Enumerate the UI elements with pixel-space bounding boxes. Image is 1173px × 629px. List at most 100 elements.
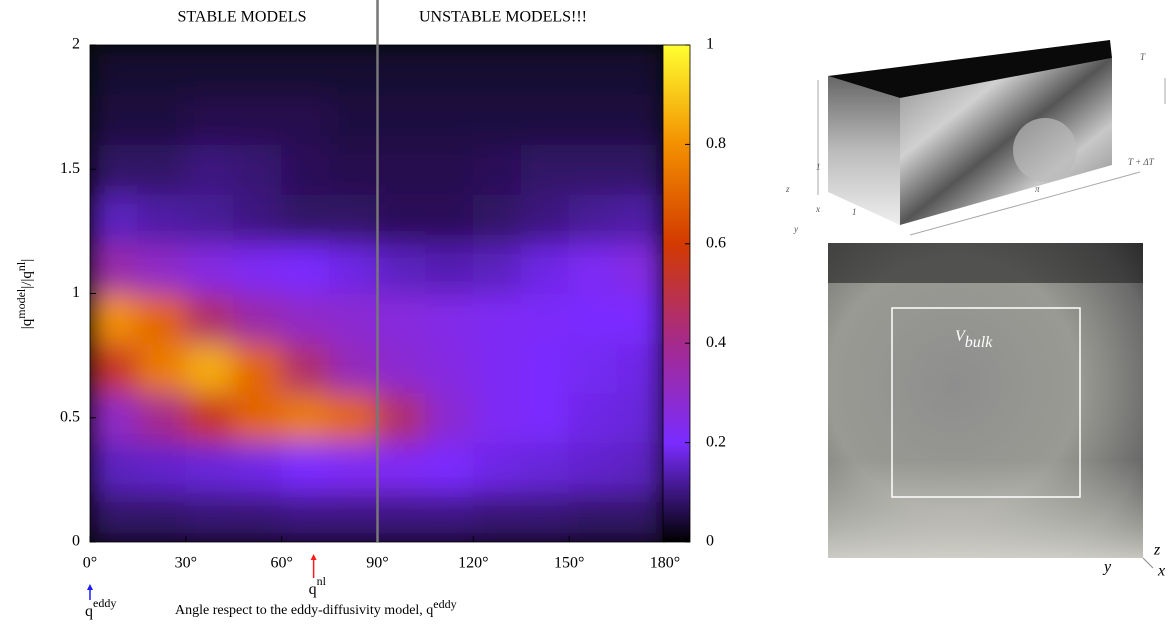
heat-cell <box>185 491 235 542</box>
heat-cell <box>233 293 283 344</box>
heat-cell <box>472 442 522 493</box>
heat-cell <box>377 143 426 195</box>
heat-cell <box>568 94 618 145</box>
heat-cell <box>233 143 283 195</box>
box-label: y <box>793 224 798 234</box>
marker-label-sup: eddy <box>93 596 116 610</box>
y-tick-label: 1 <box>72 284 80 301</box>
marker-label-sup: nl <box>317 574 327 588</box>
slice-render <box>828 243 1154 569</box>
heat-cell <box>90 243 139 294</box>
heat-cell <box>233 243 283 294</box>
heat-cell <box>424 442 474 493</box>
heat-cell <box>472 45 522 96</box>
heat-cell <box>281 392 331 444</box>
y-axis-label: |qmodel|/|qnl| <box>14 259 36 330</box>
heat-cell <box>520 45 570 96</box>
y-label-part: |/|q <box>19 271 35 289</box>
heat-cell <box>520 491 570 542</box>
heat-cell <box>329 342 378 394</box>
heat-cell <box>233 392 283 444</box>
heat-cell <box>520 143 570 195</box>
bulk-box <box>891 307 1081 498</box>
slice-axis-label: z <box>1153 542 1161 559</box>
heat-cell <box>616 193 665 245</box>
heat-cell <box>90 491 139 542</box>
heat-cell <box>329 392 378 444</box>
heat-cell <box>520 243 570 294</box>
bulk-label-sub: bulk <box>965 334 993 351</box>
heat-cell <box>281 293 331 344</box>
stable-label: STABLE MODELS <box>178 9 307 26</box>
heat-cell <box>281 94 331 145</box>
heat-cell <box>616 143 665 195</box>
heat-cell <box>329 143 378 195</box>
heat-cell <box>233 94 283 145</box>
marker-head <box>310 554 317 560</box>
heat-cell <box>568 143 618 195</box>
heat-cell <box>185 442 235 493</box>
dim-line <box>909 171 1141 236</box>
heat-cell <box>616 243 665 294</box>
x-tick-label: 120° <box>458 555 488 572</box>
box-top <box>828 40 1112 98</box>
heat-cell <box>329 94 378 145</box>
heat-cell <box>137 342 187 394</box>
heat-cell <box>90 392 139 444</box>
heat-cell <box>568 442 618 493</box>
heat-cell <box>424 243 474 294</box>
box-side <box>828 76 900 225</box>
x-axis-label: Angle respect to the eddy-diffusivity mo… <box>175 597 457 618</box>
heat-cell <box>329 45 378 96</box>
heat-cell <box>424 491 474 542</box>
box-label: x <box>815 204 820 214</box>
heat-cell <box>616 491 665 542</box>
heat-cell <box>616 293 665 344</box>
bulk-label: Vbulk <box>955 328 993 351</box>
slice-shade <box>828 460 1143 558</box>
heat-cell <box>520 94 570 145</box>
x-tick-label: 150° <box>554 555 584 572</box>
heat-cell <box>472 392 522 444</box>
heat-cell <box>329 243 378 294</box>
heat-cell <box>472 143 522 195</box>
colorbar-label: 0.6 <box>706 234 726 251</box>
axis-tick <box>1142 557 1154 569</box>
heat-cell <box>520 342 570 394</box>
heat-cell <box>616 442 665 493</box>
heat-cell <box>185 293 235 344</box>
heat-cell <box>424 293 474 344</box>
heat-cell <box>281 45 331 96</box>
marker-label: qnl <box>309 574 327 598</box>
x-tick-label: 30° <box>175 555 197 572</box>
heat-cell <box>137 491 187 542</box>
heat-cell <box>424 45 474 96</box>
heat-cell <box>520 193 570 245</box>
heat-cell <box>424 193 474 245</box>
heat-cell <box>137 243 187 294</box>
heat-cell <box>424 342 474 394</box>
heat-cell <box>281 342 331 394</box>
heat-cell <box>616 45 665 96</box>
heat-cell <box>568 293 618 344</box>
heat-cell <box>568 342 618 394</box>
y-label-part: nl <box>14 261 28 271</box>
y-tick-label: 2 <box>72 36 80 53</box>
heat-cell <box>90 94 139 145</box>
y-label-part: | <box>19 259 35 262</box>
heat-cell <box>281 491 331 542</box>
heat-cell <box>233 45 283 96</box>
heat-cell <box>137 193 187 245</box>
colorbar-label: 1 <box>706 36 714 53</box>
heat-cell <box>281 193 331 245</box>
heat-cell <box>329 442 378 493</box>
bulk-label-base: V <box>955 328 967 345</box>
heat-cell <box>233 442 283 493</box>
heat-cell <box>616 392 665 444</box>
colorbar-label: 0.4 <box>706 334 726 351</box>
heat-cell <box>185 143 235 195</box>
heat-cell <box>377 342 426 394</box>
heat-cell <box>568 491 618 542</box>
heat-cell <box>568 45 618 96</box>
